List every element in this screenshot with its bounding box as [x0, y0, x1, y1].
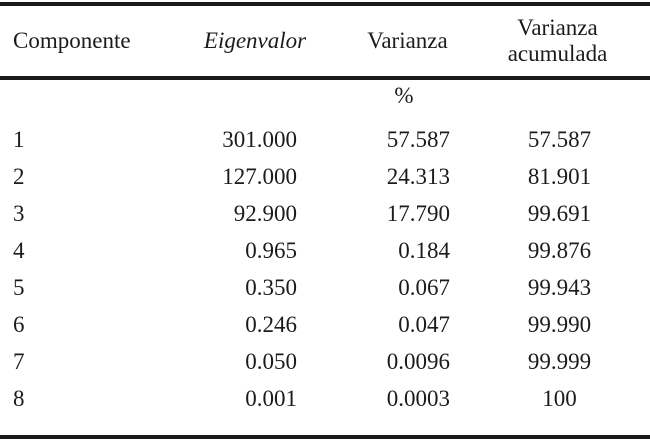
cell-varianza: 57.587	[386, 127, 450, 152]
table-row: 8 0.001 0.0003 100	[0, 387, 650, 437]
cell-componente: 7	[13, 349, 25, 374]
cell-componente: 8	[13, 386, 25, 411]
cell-varianza: 0.0096	[386, 349, 450, 374]
table-row: 3 92.900 17.790 99.691	[0, 202, 650, 239]
cell-componente: 1	[13, 127, 25, 152]
cell-varianza-acumulada: 100	[542, 386, 577, 411]
cell-varianza-acumulada: 99.876	[527, 238, 592, 263]
cell-componente: 6	[13, 312, 25, 337]
cell-componente: 4	[13, 238, 25, 263]
cell-varianza-acumulada: 99.999	[527, 349, 592, 374]
cell-componente: 2	[13, 164, 25, 189]
table-row: 6 0.246 0.047 99.990	[0, 313, 650, 350]
cell-varianza: 17.790	[386, 201, 450, 226]
cell-eigenvalor: 0.246	[245, 312, 297, 337]
cell-eigenvalor: 0.050	[245, 349, 297, 374]
cell-eigenvalor: 92.900	[233, 201, 297, 226]
cell-eigenvalor: 0.350	[245, 275, 297, 300]
table-row: 5 0.350 0.067 99.943	[0, 276, 650, 313]
header-componente: Componente	[13, 28, 131, 53]
cell-varianza: 0.184	[398, 238, 450, 263]
cell-varianza-acumulada: 81.901	[527, 164, 592, 189]
percent-unit-label: %	[394, 83, 414, 108]
cell-eigenvalor: 0.965	[245, 238, 297, 263]
cell-varianza-acumulada: 99.691	[527, 201, 592, 226]
cell-varianza-acumulada: 57.587	[527, 127, 592, 152]
header-varianza-acumulada-label: Varianza acumulada	[507, 15, 608, 66]
table-row: 1 301.000 57.587 57.587	[0, 128, 650, 165]
cell-varianza: 0.067	[398, 275, 450, 300]
cell-componente: 5	[13, 275, 25, 300]
cell-varianza: 0.047	[398, 312, 450, 337]
cell-varianza-acumulada: 99.943	[527, 275, 592, 300]
unit-cell-empty	[180, 78, 330, 128]
cell-eigenvalor: 127.000	[222, 164, 297, 189]
header-eigenvalor: Eigenvalor	[203, 28, 307, 53]
header-varianza-acumulada: Varianza acumulada	[465, 4, 650, 78]
cell-eigenvalor: 301.000	[222, 127, 297, 152]
cell-eigenvalor: 0.001	[245, 386, 297, 411]
cell-componente: 3	[13, 201, 25, 226]
cell-varianza: 24.313	[386, 164, 450, 189]
unit-cell-empty	[0, 78, 180, 128]
unit-row: %	[0, 78, 650, 128]
table-header-row: Componente Eigenvalor Varianza Varianza …	[0, 4, 650, 78]
cell-varianza-acumulada: 99.990	[527, 312, 592, 337]
header-varianza: Varianza	[367, 28, 448, 53]
cell-varianza: 0.0003	[386, 386, 450, 411]
table-row: 4 0.965 0.184 99.876	[0, 239, 650, 276]
unit-cell-empty	[465, 78, 650, 128]
table-row: 2 127.000 24.313 81.901	[0, 165, 650, 202]
table-row: 7 0.050 0.0096 99.999	[0, 350, 650, 387]
